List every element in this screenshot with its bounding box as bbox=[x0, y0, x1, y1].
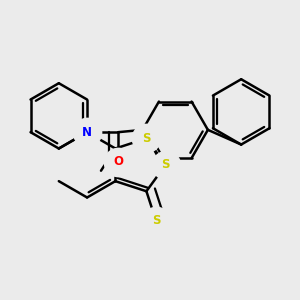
Text: O: O bbox=[113, 155, 123, 168]
Text: S: S bbox=[152, 214, 160, 227]
Text: S: S bbox=[142, 132, 151, 145]
Text: N: N bbox=[82, 126, 92, 139]
Text: S: S bbox=[161, 158, 170, 171]
